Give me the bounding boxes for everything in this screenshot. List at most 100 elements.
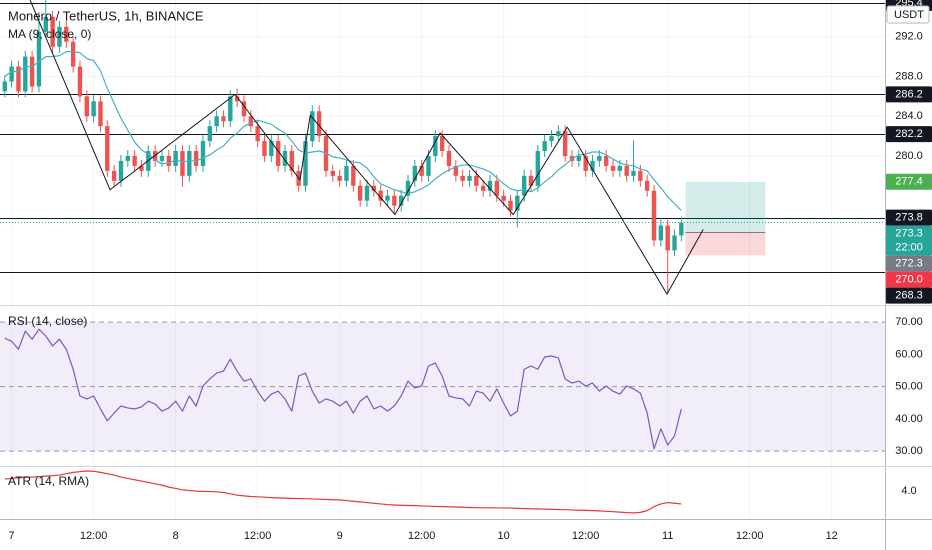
atr-legend: ATR (14, RMA)	[8, 474, 89, 488]
candle-body	[494, 180, 500, 196]
x-tick-label: 10	[498, 530, 510, 542]
candle-body	[535, 151, 541, 186]
candle-body	[610, 165, 616, 171]
candle-body	[84, 96, 89, 117]
candle-body	[207, 126, 213, 142]
candle-body	[316, 111, 322, 137]
candle-body	[357, 185, 363, 201]
candle-body	[453, 165, 459, 176]
candle-body	[221, 116, 226, 122]
overlay-layer: Monero / TetherUS, 1h, BINANCE MA (9, cl…	[8, 0, 932, 488]
candle-body	[98, 101, 103, 127]
price-badge	[886, 126, 932, 143]
candle-body	[419, 165, 424, 176]
candle-body	[480, 185, 486, 191]
y-tick-label: 50.00	[895, 381, 923, 393]
candle-body	[351, 165, 356, 186]
candle-body	[255, 126, 260, 142]
candle-body	[603, 155, 609, 166]
candle-body	[515, 195, 520, 211]
candle-body	[542, 141, 547, 152]
candle-body	[556, 131, 561, 137]
candle-body	[597, 155, 602, 161]
candle-body	[132, 155, 137, 166]
candle-body	[289, 151, 295, 171]
y-tick-label: 60.00	[895, 348, 923, 360]
candle-body	[9, 66, 14, 82]
profit-zone	[685, 181, 766, 233]
price-badge-label: 22:00	[895, 241, 923, 253]
candle-body	[474, 175, 479, 186]
candle-body	[262, 141, 267, 156]
candle-body	[583, 155, 588, 171]
x-tick-label: 12	[826, 530, 838, 542]
x-tick-label: 11	[662, 530, 673, 542]
data-layer	[0, 0, 885, 514]
background-layer	[0, 0, 885, 519]
candle-body	[77, 66, 83, 97]
x-tick-label: 9	[337, 530, 343, 542]
candle-body	[651, 190, 657, 241]
candle-body	[173, 151, 178, 166]
candle-body	[64, 26, 69, 42]
price-badge	[886, 225, 932, 256]
indicator-line	[4, 470, 682, 514]
trend-drawing	[29, 0, 704, 295]
x-tick-label: 12:00	[572, 530, 600, 542]
loss-zone	[685, 232, 766, 256]
price-badge	[886, 209, 932, 226]
price-badge-label: 286.2	[895, 88, 923, 100]
candle-body	[91, 101, 96, 117]
candle-body	[624, 165, 629, 176]
price-badge	[886, 173, 932, 190]
currency-box	[886, 5, 930, 24]
candle-body	[378, 190, 383, 201]
candle-body	[193, 151, 199, 166]
x-tick-label: 12:00	[408, 530, 436, 542]
price-badge-label: 268.3	[895, 289, 923, 301]
y-tick-label: 284.0	[895, 110, 923, 122]
candle-body	[617, 165, 623, 171]
candle-body	[679, 222, 684, 236]
price-badge-label: 295.4	[895, 0, 923, 9]
candle-body	[446, 151, 452, 166]
candle-body	[180, 151, 185, 176]
y-tick-label: 288.0	[895, 70, 923, 82]
candle-body	[139, 165, 144, 171]
price-badge	[886, 271, 932, 288]
candle-body	[275, 141, 281, 166]
candle-body	[187, 151, 192, 176]
candle-body	[159, 155, 165, 161]
candle-body	[118, 160, 124, 181]
candle-body	[549, 136, 554, 142]
x-tick-label: 8	[173, 530, 179, 542]
candle-body	[412, 165, 418, 181]
price-badge	[886, 287, 932, 304]
candle-body	[460, 175, 465, 181]
candle-body	[23, 56, 28, 92]
candle-body	[43, 16, 48, 32]
candle-body	[439, 136, 445, 152]
candle-body	[508, 200, 513, 211]
candle-body	[385, 195, 390, 201]
candle-body	[371, 185, 377, 191]
price-badge-label: 273.3	[895, 227, 923, 239]
candle-body	[214, 116, 219, 127]
candle-body	[392, 195, 397, 206]
candle-body	[200, 141, 206, 166]
candle-body	[111, 170, 117, 181]
candle-body	[521, 175, 527, 196]
candle-body	[398, 195, 404, 206]
ma-line	[4, 51, 682, 212]
candle-body	[70, 41, 76, 67]
time-axis-background	[0, 519, 885, 550]
candle-body	[337, 175, 342, 181]
candle-body	[658, 225, 664, 241]
x-tick-label: 12:00	[80, 530, 108, 542]
rsi-legend: RSI (14, close)	[8, 314, 87, 328]
candle-body	[241, 101, 247, 117]
candle-body	[344, 165, 349, 181]
